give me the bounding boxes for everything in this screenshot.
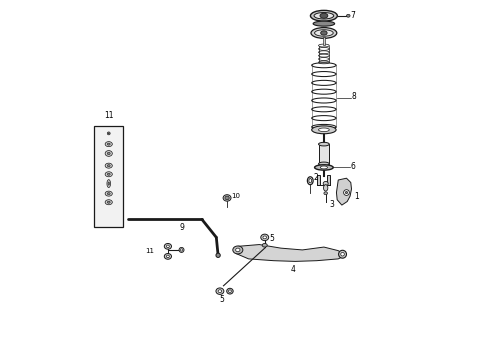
Text: 11: 11 — [145, 248, 154, 255]
Ellipse shape — [343, 190, 349, 195]
Ellipse shape — [263, 236, 267, 239]
Ellipse shape — [318, 162, 329, 166]
Text: 9: 9 — [180, 223, 185, 232]
Text: 5: 5 — [219, 294, 224, 303]
Ellipse shape — [312, 126, 336, 134]
Ellipse shape — [105, 200, 112, 205]
Ellipse shape — [314, 13, 334, 19]
Ellipse shape — [225, 196, 229, 200]
Ellipse shape — [233, 246, 243, 254]
Bar — [95, 126, 123, 226]
Ellipse shape — [108, 182, 109, 185]
Ellipse shape — [107, 180, 111, 188]
Ellipse shape — [320, 166, 327, 169]
Ellipse shape — [167, 255, 170, 258]
Polygon shape — [236, 244, 345, 261]
Text: 6: 6 — [351, 162, 356, 171]
Ellipse shape — [107, 173, 110, 175]
Text: 1: 1 — [354, 192, 359, 201]
Ellipse shape — [345, 192, 347, 194]
Polygon shape — [337, 178, 351, 205]
Ellipse shape — [167, 245, 170, 248]
Text: 10: 10 — [231, 193, 241, 199]
Ellipse shape — [107, 193, 110, 195]
Text: 3: 3 — [329, 199, 334, 208]
Ellipse shape — [107, 201, 110, 203]
Text: 11: 11 — [104, 111, 114, 120]
Ellipse shape — [315, 165, 333, 170]
Ellipse shape — [105, 172, 112, 177]
Ellipse shape — [105, 141, 112, 147]
Ellipse shape — [105, 191, 112, 196]
Ellipse shape — [105, 150, 112, 156]
Ellipse shape — [339, 250, 346, 258]
Ellipse shape — [318, 128, 329, 132]
Ellipse shape — [179, 247, 184, 252]
Text: 8: 8 — [352, 92, 357, 101]
Ellipse shape — [311, 28, 337, 39]
Ellipse shape — [318, 142, 329, 146]
Ellipse shape — [315, 30, 333, 36]
Ellipse shape — [320, 31, 327, 35]
Ellipse shape — [228, 290, 231, 292]
Ellipse shape — [346, 14, 350, 17]
Ellipse shape — [164, 243, 171, 249]
Bar — [327, 175, 330, 185]
Ellipse shape — [216, 253, 220, 257]
Text: 7: 7 — [350, 10, 355, 19]
Text: 2: 2 — [314, 173, 319, 182]
Ellipse shape — [262, 243, 267, 247]
Ellipse shape — [107, 132, 110, 135]
Ellipse shape — [164, 253, 171, 259]
Ellipse shape — [261, 234, 269, 240]
Ellipse shape — [216, 288, 224, 294]
Ellipse shape — [107, 165, 110, 167]
Bar — [318, 144, 329, 164]
Ellipse shape — [218, 290, 221, 293]
Ellipse shape — [323, 181, 328, 186]
Ellipse shape — [107, 143, 110, 145]
Ellipse shape — [324, 192, 327, 195]
Ellipse shape — [107, 152, 110, 154]
Ellipse shape — [311, 10, 337, 21]
Ellipse shape — [341, 252, 344, 256]
Ellipse shape — [320, 13, 328, 18]
Ellipse shape — [105, 163, 112, 168]
Ellipse shape — [180, 249, 183, 251]
Ellipse shape — [236, 248, 240, 252]
Text: 4: 4 — [291, 265, 296, 274]
Ellipse shape — [227, 288, 233, 294]
Ellipse shape — [223, 195, 231, 201]
Text: 5: 5 — [269, 234, 274, 243]
Bar — [318, 175, 320, 185]
Ellipse shape — [313, 21, 335, 26]
Ellipse shape — [323, 185, 328, 191]
Ellipse shape — [108, 133, 109, 134]
